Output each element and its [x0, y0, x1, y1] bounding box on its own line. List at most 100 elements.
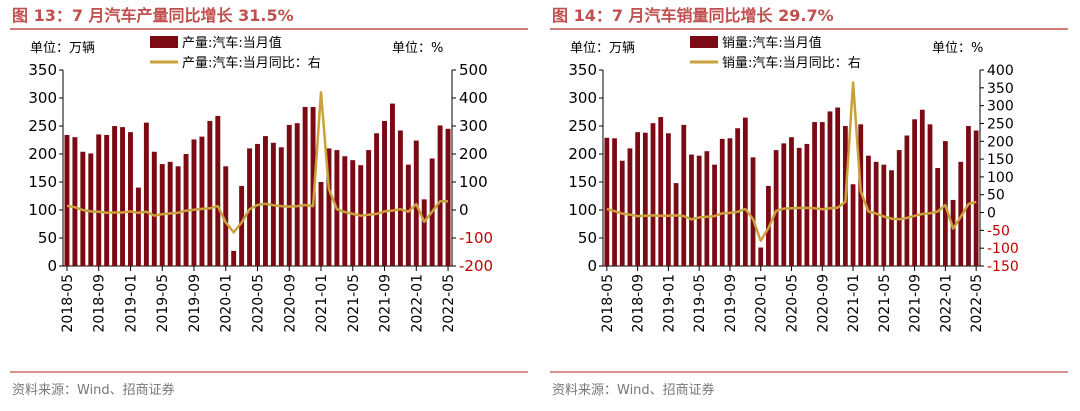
x-tick-label: 2022-01 — [409, 274, 425, 333]
y-tick-label-right: 100 — [459, 173, 488, 191]
bar — [827, 111, 833, 266]
bar — [151, 151, 157, 266]
y-tick-label-right: -50 — [987, 223, 1010, 239]
chart-sales: 图 14：7 月汽车销量同比增长 29.7% 单位：万辆 单位：% 销量:汽车:当月值… — [550, 6, 1068, 398]
bar — [835, 107, 841, 267]
bar — [973, 130, 979, 266]
bar — [397, 130, 403, 266]
bar — [650, 123, 656, 266]
x-tick-label: 2022-05 — [969, 274, 985, 333]
y-tick-label-right: 250 — [987, 116, 1014, 132]
bar — [405, 164, 411, 266]
source-label: 资料来源：Wind、招商证券 — [12, 382, 175, 398]
bar — [935, 168, 941, 266]
bar — [604, 137, 610, 266]
bar — [858, 124, 864, 266]
y-tick-label-right: 350 — [987, 81, 1014, 97]
x-tick-label: 2021-09 — [378, 274, 394, 333]
bar — [696, 155, 702, 266]
bar — [389, 103, 395, 266]
bar — [727, 138, 733, 266]
bar — [143, 122, 149, 266]
bar — [904, 135, 910, 266]
y-tick-label-right: 400 — [987, 63, 1014, 79]
bar — [919, 109, 925, 266]
y-tick-label-left: 150 — [568, 173, 597, 191]
bar — [445, 128, 451, 266]
bar — [135, 187, 141, 266]
y-tick-label-left: 100 — [28, 201, 57, 219]
bar — [635, 132, 641, 266]
y-tick-label-left: 350 — [28, 61, 57, 79]
y-tick-label-right: -150 — [987, 259, 1019, 275]
x-tick-label: 2021-01 — [314, 274, 330, 333]
bar — [850, 184, 856, 266]
x-tick-label: 2019-01 — [661, 274, 677, 333]
x-tick-label: 2019-05 — [692, 274, 708, 333]
unit-right-label: 单位：% — [932, 41, 983, 56]
y-tick-label-right: 200 — [459, 145, 488, 163]
y-tick-label-right: 300 — [459, 117, 488, 135]
y-tick-label-left: 300 — [28, 89, 57, 107]
unit-left-label: 单位：万辆 — [570, 41, 635, 56]
bar — [658, 117, 664, 266]
y-tick-label-left: 50 — [578, 229, 597, 247]
y-tick-label-left: 250 — [28, 117, 57, 135]
x-tick-label: 2021-05 — [877, 274, 893, 333]
bar — [310, 106, 316, 267]
bar — [231, 250, 237, 266]
bar — [942, 141, 948, 266]
chart-title: 图 13：7 月汽车产量同比增长 31.5% — [12, 6, 294, 25]
x-tick-label: 2021-01 — [846, 274, 862, 333]
bar — [318, 182, 324, 266]
bar — [627, 148, 633, 266]
x-tick-label: 2021-09 — [908, 274, 924, 333]
x-tick-label: 2019-05 — [155, 274, 171, 333]
bar — [804, 143, 810, 266]
legend-swatch-bar — [150, 36, 178, 48]
x-tick-label: 2020-05 — [785, 274, 801, 333]
x-tick-label: 2022-01 — [938, 274, 954, 333]
bar — [120, 127, 126, 267]
bar — [374, 133, 380, 266]
bar — [199, 136, 205, 266]
bar — [191, 139, 197, 266]
bar — [247, 148, 253, 266]
bar — [912, 119, 917, 266]
bar — [612, 138, 617, 266]
bar — [642, 132, 648, 266]
y-tick-label-left: 250 — [568, 117, 597, 135]
unit-right-label: 单位：% — [392, 41, 443, 56]
y-tick-label-left: 50 — [38, 229, 57, 247]
chart-production: 图 13：7 月汽车产量同比增长 31.5% 单位：万辆 单位：% 产量:汽车:当月值… — [10, 6, 528, 398]
bar — [666, 133, 671, 266]
x-tick-label: 2020-05 — [251, 274, 267, 333]
y-tick-label-left: 100 — [568, 201, 597, 219]
bar — [104, 134, 110, 266]
bar — [689, 154, 694, 266]
y-tick-label-left: 300 — [568, 89, 597, 107]
bar — [88, 153, 94, 266]
bar — [382, 120, 387, 267]
yoy-line — [66, 91, 448, 234]
x-tick-label: 2020-01 — [754, 274, 770, 333]
bar — [704, 151, 710, 266]
y-tick-label-right: 0 — [987, 206, 996, 222]
y-tick-label-right: 500 — [459, 61, 488, 79]
bar — [719, 138, 725, 266]
bar — [215, 115, 221, 266]
bar — [773, 150, 779, 266]
bar — [326, 148, 332, 266]
legend-label-line: 销量:汽车:当月同比：右 — [722, 55, 861, 71]
bar — [294, 123, 300, 266]
unit-left-label: 单位：万辆 — [30, 41, 95, 56]
bar — [128, 132, 133, 266]
yoy-line — [606, 81, 977, 242]
bar — [789, 137, 794, 266]
bar — [223, 166, 229, 266]
source-label: 资料来源：Wind、招商证券 — [552, 382, 715, 398]
x-tick-label: 2018-09 — [92, 274, 108, 333]
bar — [175, 166, 181, 266]
bar — [896, 150, 902, 266]
y-tick-label-right: 150 — [987, 152, 1014, 168]
